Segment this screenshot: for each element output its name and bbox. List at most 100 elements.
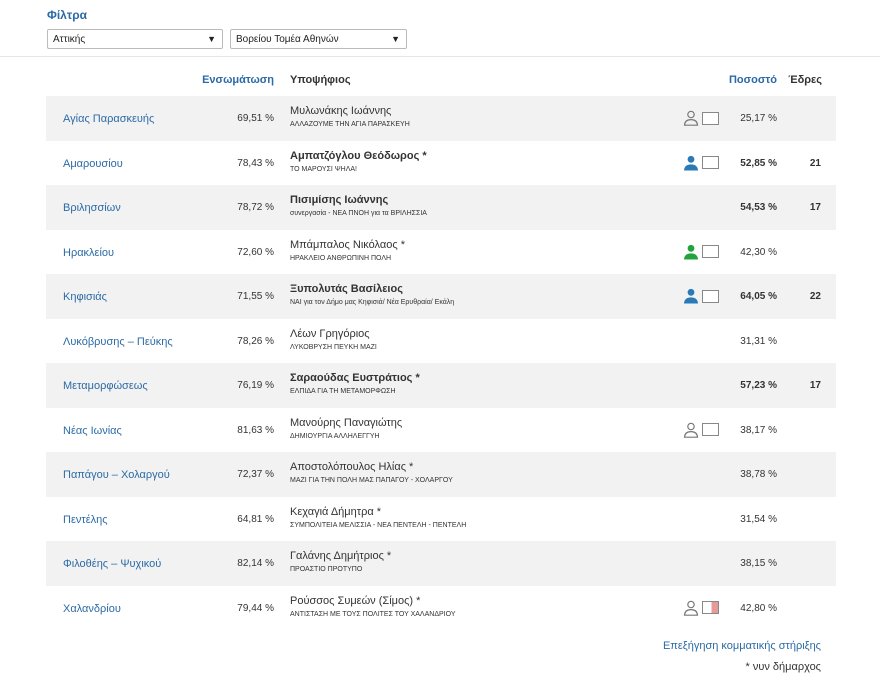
ensomatosi-value: 64,81 % xyxy=(237,513,274,525)
municipality-link[interactable]: Αγίας Παρασκευής xyxy=(63,113,155,125)
candidate-cell: Λέων Γρηγόριος ΛΥΚΟΒΡΥΣΗ ΠΕΥΚΗ ΜΑΖΙ xyxy=(290,328,377,351)
municipality-link[interactable]: Νέας Ιωνίας xyxy=(63,424,122,437)
support-box xyxy=(702,111,719,125)
candidate-cell: Πισιμίσης Ιωάννης συνεργασία - ΝΕΑ ΠΝΟΗ γ… xyxy=(290,194,427,217)
results-table: Αγίας Παρασκευής 69,51 % Μυλωνάκης Ιωάννης… xyxy=(46,96,836,630)
party-support-indicator xyxy=(683,244,719,260)
ensomatosi-value: 72,60 % xyxy=(237,246,274,258)
candidate-name: Ρούσσος Συμεών (Σίμος) * xyxy=(290,594,421,607)
table-row: Νέας Ιωνίας 81,63 % Μανούρης Παναγιώτης ΔΗΜ… xyxy=(46,408,836,453)
candidate-cell: Αποστολόπουλος Ηλίας * ΜΑΖΙ ΓΙΑ ΤΗΝ ΠΟΛΗ … xyxy=(290,461,453,484)
ensomatosi-value: 76,19 % xyxy=(237,380,274,391)
seats-value: 21 xyxy=(809,157,821,169)
party-name: ΠΡΟΑΣΤΙΟ ΠΡΟΤΥΠΟ xyxy=(290,566,363,573)
municipality-link[interactable]: Χαλανδρίου xyxy=(63,602,121,615)
candidate-cell: Αμπατζόγλου Θεόδωρος * ΤΟ ΜΑΡΟΥΣΙ ΨΗΛΑ! xyxy=(290,150,427,173)
municipality-link[interactable]: Ηρακλείου xyxy=(63,246,115,259)
party-support-indicator xyxy=(683,600,719,616)
percentage-value: 42,30 % xyxy=(740,246,777,258)
municipality-link[interactable]: Κηφισιάς xyxy=(63,291,107,303)
municipality-link[interactable]: Μεταμορφώσεως xyxy=(63,380,148,392)
table-row: Βριλησσίων 78,72 % Πισιμίσης Ιωάννης συνεργ… xyxy=(46,185,836,230)
municipality-link[interactable]: Φιλοθέης – Ψυχικού xyxy=(63,558,162,570)
ensomatosi-value: 82,14 % xyxy=(237,558,274,569)
ensomatosi-value: 72,37 % xyxy=(237,469,274,480)
table-row: Φιλοθέης – Ψυχικού 82,14 % Γαλάνης Δημήτρι… xyxy=(46,541,836,586)
header-ypopsifios: Υποψήφιος xyxy=(290,74,351,86)
municipality-link[interactable]: Αμαρουσίου xyxy=(63,157,123,170)
municipality-link[interactable]: Παπάγου – Χολαργού xyxy=(63,469,170,481)
candidate-name: Αποστολόπουλος Ηλίας * xyxy=(290,461,414,473)
region-select[interactable]: Αττικής ▼ xyxy=(47,29,223,49)
candidate-cell: Γαλάνης Δημήτριος * ΠΡΟΑΣΤΙΟ ΠΡΟΤΥΠΟ xyxy=(290,550,391,573)
sector-select[interactable]: Βορείου Τομέα Αθηνών ▼ xyxy=(230,29,407,49)
support-box xyxy=(702,601,719,614)
municipality-link[interactable]: Πεντέλης xyxy=(63,513,108,526)
candidate-name: Μανούρης Παναγιώτης xyxy=(290,416,403,429)
filters-title: Φίλτρα xyxy=(47,8,88,22)
person-outline-icon xyxy=(683,110,699,126)
table-row: Χαλανδρίου 79,44 % Ρούσσος Συμεών (Σίμος) … xyxy=(46,586,836,631)
candidate-cell: Ρούσσος Συμεών (Σίμος) * ΑΝΤΙΣΤΑΣΗ ΜΕ ΤΟΥ… xyxy=(290,595,456,618)
support-box xyxy=(702,289,719,303)
party-support-explanation-link[interactable]: Επεξήγηση κομματικής στήριξης xyxy=(662,640,821,652)
party-name: ΣΥΜΠΟΛΙΤΕΙΑ ΜΕΛΙΣΣΙΑ - ΝΕΑ ΠΕΝΤΕΛΗ - ΠΕΝ… xyxy=(290,521,467,529)
municipality-link[interactable]: Βριλησσίων xyxy=(63,202,121,214)
seats-value: 22 xyxy=(809,291,821,302)
ensomatosi-value: 71,55 % xyxy=(237,291,274,302)
percentage-value: 52,85 % xyxy=(740,157,777,169)
support-box xyxy=(702,156,719,169)
table-row: Κηφισιάς 71,55 % Ξυπολυτάς Βασίλειος ΝΑΙ γι… xyxy=(46,274,836,319)
party-name: ΝΑΙ για τον Δήμο μας Κηφισιά/ Νέα Ερυθρα… xyxy=(290,299,455,306)
seats-value: 17 xyxy=(809,380,821,391)
party-name: ΑΝΤΙΣΤΑΣΗ ΜΕ ΤΟΥΣ ΠΟΛΙΤΕΣ ΤΟΥ ΧΑΛΑΝΔΡΙΟΥ xyxy=(290,610,456,618)
ensomatosi-value: 81,63 % xyxy=(237,424,274,436)
ensomatosi-value: 78,26 % xyxy=(237,335,274,347)
candidate-name: Γαλάνης Δημήτριος * xyxy=(290,550,392,562)
percentage-value: 64,05 % xyxy=(740,291,777,302)
party-name: ΔΗΜΙΟΥΡΓΙΑ ΑΛΛΗΛΕΓΓΥΗ xyxy=(290,432,380,440)
candidate-name: Σαραούδας Ευστράτιος * xyxy=(290,372,420,384)
table-row: Παπάγου – Χολαργού 72,37 % Αποστολόπουλος … xyxy=(46,452,836,497)
party-name: ΕΛΠΙΔΑ ΓΙΑ ΤΗ ΜΕΤΑΜΟΡΦΩΣΗ xyxy=(290,388,396,395)
table-row: Μεταμορφώσεως 76,19 % Σαραούδας Ευστράτιος… xyxy=(46,363,836,408)
header-pososto[interactable]: Ποσοστό xyxy=(728,74,777,86)
person-green-icon xyxy=(683,244,699,260)
percentage-value: 38,17 % xyxy=(740,424,777,436)
candidate-cell: Μανούρης Παναγιώτης ΔΗΜΙΟΥΡΓΙΑ ΑΛΛΗΛΕΓΓΥΗ xyxy=(290,417,402,440)
candidate-cell: Ξυπολυτάς Βασίλειος ΝΑΙ για τον Δήμο μας … xyxy=(290,283,454,306)
party-name: ΛΥΚΟΒΡΥΣΗ ΠΕΥΚΗ ΜΑΖΙ xyxy=(290,343,377,351)
sector-select-value: Βορείου Τομέα Αθηνών xyxy=(236,33,339,45)
table-row: Αγίας Παρασκευής 69,51 % Μυλωνάκης Ιωάννης… xyxy=(46,96,836,141)
header-ensomatosi[interactable]: Ενσωμάτωση xyxy=(202,74,274,86)
percentage-value: 38,78 % xyxy=(740,469,777,480)
percentage-value: 54,53 % xyxy=(740,202,777,213)
table-row: Ηρακλείου 72,60 % Μπάμπαλος Νικόλαος * ΗΡΑΚ… xyxy=(46,230,836,275)
filters-panel: Φίλτρα Αττικής ▼ Βορείου Τομέα Αθηνών ▼ xyxy=(47,8,407,49)
table-row: Αμαρουσίου 78,43 % Αμπατζόγλου Θεόδωρος * Τ… xyxy=(46,141,836,186)
support-box xyxy=(702,245,719,258)
support-box xyxy=(702,423,719,436)
ensomatosi-value: 69,51 % xyxy=(237,113,274,124)
candidate-cell: Μπάμπαλος Νικόλαος * ΗΡΑΚΛΕΙΟ ΑΝΘΡΩΠΙΝΗ Π… xyxy=(290,239,405,262)
candidate-name: Μπάμπαλος Νικόλαος * xyxy=(290,238,406,251)
person-blue-icon xyxy=(683,288,699,304)
seats-value: 17 xyxy=(809,202,821,213)
percentage-value: 57,23 % xyxy=(740,380,777,391)
header-edres: Έδρες xyxy=(788,74,822,86)
candidate-name: Πισιμίσης Ιωάννης xyxy=(290,194,389,206)
percentage-value: 38,15 % xyxy=(740,558,777,569)
municipality-link[interactable]: Λυκόβρυσης – Πεύκης xyxy=(63,335,173,348)
party-name: ΤΟ ΜΑΡΟΥΣΙ ΨΗΛΑ! xyxy=(290,165,358,173)
chevron-down-icon: ▼ xyxy=(207,34,216,44)
candidate-cell: Κεχαγιά Δήμητρα * ΣΥΜΠΟΛΙΤΕΙΑ ΜΕΛΙΣΣΙΑ - … xyxy=(290,506,466,529)
party-support-indicator xyxy=(683,422,719,438)
chevron-down-icon: ▼ xyxy=(391,34,400,44)
party-name: ΗΡΑΚΛΕΙΟ ΑΝΘΡΩΠΙΝΗ ΠΟΛΗ xyxy=(290,254,392,262)
table-row: Πεντέλης 64,81 % Κεχαγιά Δήμητρα * ΣΥΜΠΟΛΙΤ… xyxy=(46,497,836,542)
person-outline-icon xyxy=(683,600,699,616)
percentage-value: 42,80 % xyxy=(740,602,777,614)
person-outline-icon xyxy=(683,422,699,438)
party-name: συνεργασία - ΝΕΑ ΠΝΟΗ για τα ΒΡΙΛΗΣΣΙΑ xyxy=(290,210,427,217)
region-select-value: Αττικής xyxy=(53,33,86,45)
